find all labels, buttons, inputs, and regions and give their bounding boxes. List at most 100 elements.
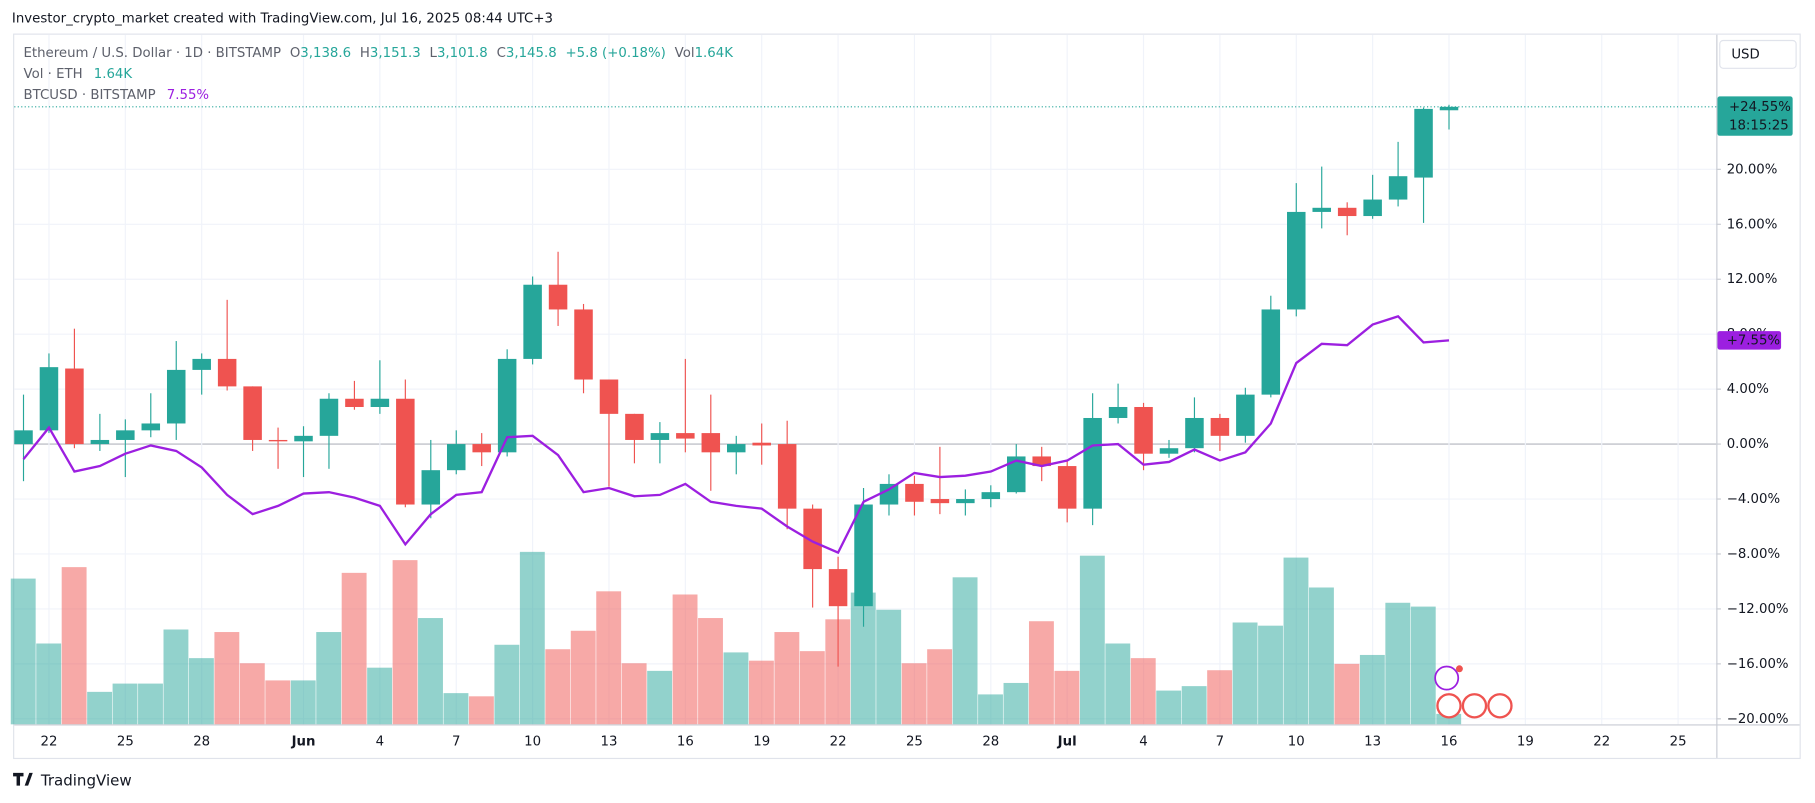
currency[interactable]: USD — [1731, 47, 1759, 62]
volume-bar — [698, 618, 723, 725]
x-tick-label: 22 — [1593, 735, 1610, 750]
volume-bar — [901, 663, 927, 725]
volume-bar — [239, 663, 265, 725]
candle-body — [39, 367, 59, 431]
volume-bar — [188, 658, 214, 725]
volume-bar — [570, 630, 596, 725]
candle-body — [1032, 456, 1051, 467]
x-tick-label: 25 — [1670, 735, 1687, 750]
volume-bar — [1232, 622, 1258, 725]
y-tick-label: 16.00% — [1727, 217, 1778, 232]
volume-bar — [647, 670, 673, 725]
legend-main: Ethereum / U.S. Dollar · 1D · BITSTAMP O… — [24, 46, 734, 61]
event-icon[interactable] — [1436, 693, 1462, 719]
vol-label: Vol — [675, 46, 695, 61]
event-icon[interactable] — [1487, 693, 1513, 719]
chart-icons — [1434, 665, 1513, 719]
candle-body — [1108, 406, 1128, 418]
x-tick-label: 4 — [1139, 735, 1147, 750]
axes: −20.00% −16.00% −12.00% −8.00% −4.00% 0.00% 4.… — [14, 96, 1793, 750]
volume-bar — [927, 649, 953, 725]
candle-body — [777, 444, 797, 509]
candle-body — [1439, 106, 1459, 111]
volume-bar — [1207, 670, 1233, 725]
x-tick-label: 16 — [677, 735, 694, 750]
candle-body — [523, 284, 542, 359]
volume-bar — [36, 643, 62, 725]
volume-bar — [1309, 587, 1334, 725]
candle-body — [65, 368, 84, 445]
volume-bar — [621, 663, 647, 725]
volume-title: Vol · ETH — [24, 67, 83, 82]
o-value: 3,138.6 — [300, 46, 351, 61]
volume-bar — [418, 618, 443, 725]
volume-bar — [978, 694, 1003, 725]
volume-bar — [341, 572, 367, 725]
countdown: 18:15:25 — [1729, 118, 1789, 133]
candle-body — [803, 508, 822, 570]
volume-bar — [1156, 690, 1182, 725]
last-price-label: +24.55% — [1729, 100, 1791, 115]
c-value: 3,145.8 — [506, 46, 557, 61]
volume-bar — [519, 551, 545, 725]
volume-bar — [1410, 606, 1436, 725]
x-tick-label: 16 — [1441, 735, 1458, 750]
candle-body — [217, 358, 237, 387]
volume-bar — [596, 591, 622, 725]
x-tick-label: 19 — [753, 735, 770, 750]
candle-body — [1414, 108, 1433, 178]
y-tick-label: −12.00% — [1727, 602, 1789, 617]
candle-body — [1210, 417, 1230, 436]
candle-body — [752, 442, 771, 446]
candle-body — [268, 439, 288, 442]
volume-bar — [163, 629, 189, 725]
event-icon[interactable] — [1461, 693, 1488, 719]
x-tick-label: 7 — [452, 735, 460, 750]
candle-body — [701, 433, 721, 453]
volume-bar — [1283, 557, 1309, 725]
y-tick-label: −4.00% — [1727, 492, 1780, 507]
logo-mark — [13, 772, 33, 786]
volume-bar — [1079, 555, 1105, 725]
candle-body — [141, 423, 161, 431]
volume-bar — [10, 578, 36, 725]
volume-bar — [1436, 713, 1462, 725]
candle-body — [1337, 207, 1357, 217]
y-tick-label: −16.00% — [1727, 657, 1789, 672]
icon[interactable] — [1434, 665, 1460, 691]
candle-body — [1312, 207, 1331, 212]
x-tick-label: 10 — [524, 735, 541, 750]
legend-volume: Vol · ETH 1.64K — [24, 67, 133, 82]
candles — [14, 104, 1459, 667]
candle-body — [905, 483, 924, 502]
vol-value: 1.64K — [695, 46, 734, 61]
candle-body — [1134, 406, 1153, 454]
x-tick-label: 13 — [601, 735, 618, 750]
candle-body — [1083, 417, 1102, 509]
candle-body — [599, 379, 619, 414]
volume-bar — [87, 691, 113, 725]
x-tick-label: 4 — [376, 735, 384, 750]
x-tick-label: 10 — [1288, 735, 1305, 750]
candle-body — [421, 470, 441, 505]
candle-body — [1057, 466, 1077, 509]
x-tick-label: 19 — [1517, 735, 1534, 750]
candle-body — [1185, 417, 1204, 449]
candle-body — [472, 444, 491, 453]
volume-bar — [1054, 670, 1080, 725]
candle-body — [930, 499, 950, 504]
x-tick-label: Jul — [1057, 735, 1077, 750]
x-tick-label: 25 — [117, 735, 134, 750]
candle-body — [1007, 456, 1026, 493]
candle-body — [1287, 211, 1306, 310]
volume-bar — [138, 683, 163, 725]
candle-body — [1363, 199, 1382, 217]
legend-compare: BTCUSD · BITSTAMP 7.55% — [24, 88, 210, 103]
currency-button[interactable] — [1719, 39, 1797, 69]
candle-body — [294, 435, 313, 442]
candle-body — [192, 358, 211, 370]
volume-bar — [112, 683, 138, 725]
candle-body — [1261, 309, 1281, 395]
volume-bar — [443, 693, 469, 725]
volume-bar — [952, 577, 978, 725]
